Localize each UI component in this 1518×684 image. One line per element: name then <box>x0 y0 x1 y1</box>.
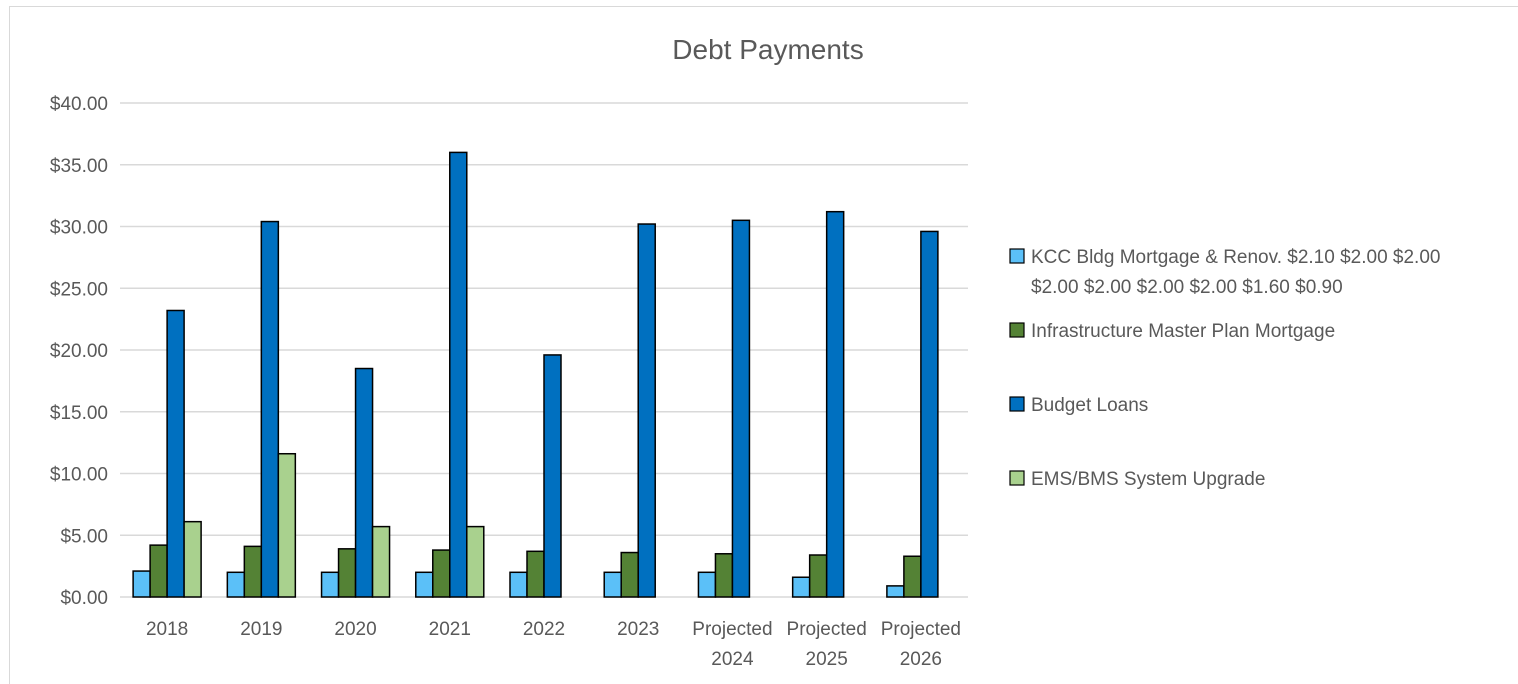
y-tick-label: $35.00 <box>50 156 108 177</box>
bar <box>903 555 922 598</box>
legend-label: Infrastructure Master Plan Mortgage <box>1031 321 1335 342</box>
bar <box>714 553 734 598</box>
chart-title: Debt Payments <box>672 34 863 65</box>
x-tick-label: Projected 2025 <box>787 619 867 670</box>
bar <box>825 210 845 598</box>
bar <box>166 309 185 598</box>
bar <box>620 551 639 598</box>
bar <box>277 452 297 598</box>
bar <box>791 576 811 598</box>
legend: KCC Bldg Mortgage & Renov. $2.10 $2.00 $… <box>1009 247 1440 490</box>
bar <box>509 571 528 598</box>
y-tick-label: $40.00 <box>50 94 108 115</box>
legend-label: EMS/BMS System Upgrade <box>1031 469 1265 490</box>
y-tick-label: $10.00 <box>50 465 108 486</box>
legend-swatch <box>1009 396 1025 412</box>
bar <box>260 220 280 598</box>
legend-swatch <box>1009 470 1025 486</box>
bar <box>466 525 485 598</box>
legend-label: Budget Loans <box>1031 395 1148 416</box>
bar <box>320 571 340 598</box>
x-tick-label: 2023 <box>617 619 659 640</box>
y-tick-label: $30.00 <box>50 218 108 239</box>
chart-frame <box>9 6 1518 684</box>
x-tick-label: Projected 2024 <box>692 619 772 670</box>
bars <box>132 151 939 598</box>
x-tick-label: 2018 <box>146 619 188 640</box>
bar <box>243 545 263 598</box>
bar <box>149 544 168 598</box>
y-axis-ticks: $0.00 $5.00 $10.00 $15.00 $20.00 $25.00 $30.00… <box>50 94 108 609</box>
x-tick-label: 2019 <box>240 619 282 640</box>
bar <box>731 219 751 598</box>
bar <box>886 585 905 598</box>
bar <box>371 525 391 598</box>
bar <box>697 571 717 598</box>
x-tick-label: Projected 2026 <box>881 619 961 670</box>
y-tick-label: $0.00 <box>60 588 108 609</box>
legend-label: KCC Bldg Mortgage & Renov. $2.10 $2.00 $… <box>1031 247 1440 298</box>
y-tick-label: $5.00 <box>60 526 108 547</box>
x-axis-ticks: 2018 2019 2020 2021 2022 2023 Projected 2024 Pro… <box>146 619 961 670</box>
x-tick-label: 2020 <box>334 619 376 640</box>
x-tick-label: 2021 <box>429 619 471 640</box>
bar <box>920 230 939 598</box>
bar <box>415 571 434 598</box>
bar <box>603 571 622 598</box>
bar <box>354 367 374 598</box>
bar <box>226 571 246 598</box>
bar <box>183 520 202 598</box>
x-tick-label: 2022 <box>523 619 565 640</box>
y-tick-label: $15.00 <box>50 403 108 424</box>
bar <box>637 223 656 598</box>
y-tick-label: $20.00 <box>50 341 108 362</box>
bar <box>543 354 562 598</box>
y-tick-label: $25.00 <box>50 279 108 300</box>
bar <box>132 570 151 598</box>
bar <box>808 554 828 598</box>
bar <box>449 151 468 598</box>
bar <box>432 549 451 598</box>
legend-swatch <box>1009 322 1025 338</box>
legend-swatch <box>1009 248 1025 264</box>
bar <box>526 550 545 598</box>
bar <box>337 548 357 598</box>
